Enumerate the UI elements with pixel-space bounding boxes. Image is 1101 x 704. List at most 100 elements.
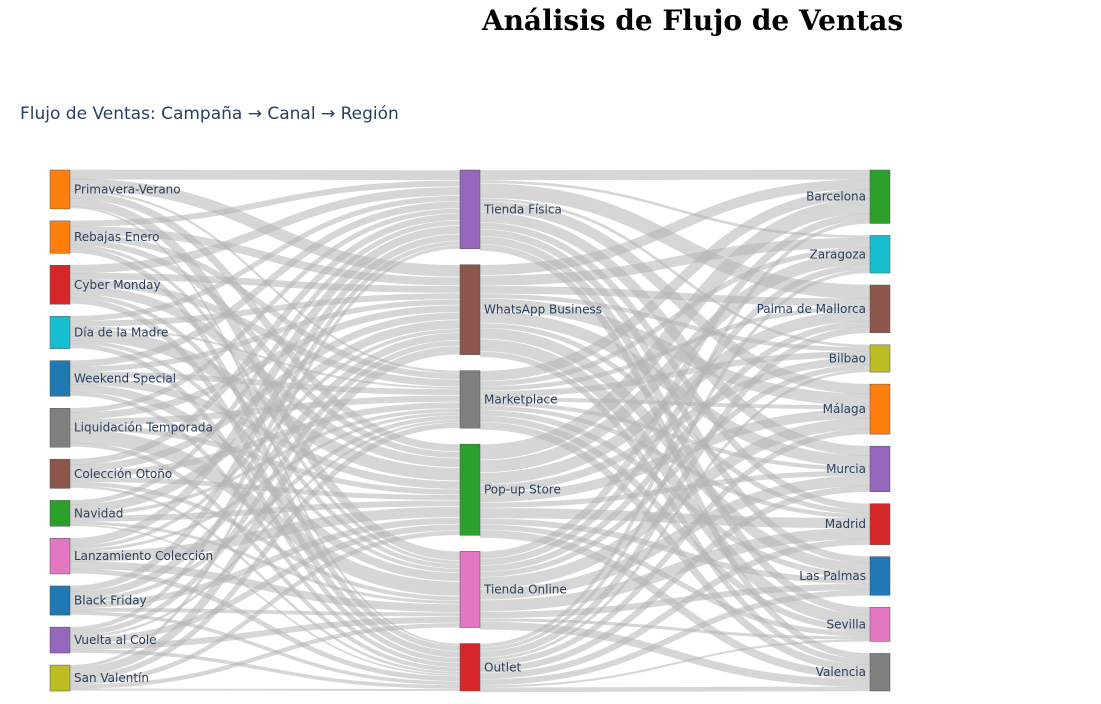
sankey-link bbox=[479, 364, 871, 577]
sankey-node[interactable] bbox=[869, 653, 891, 692]
sankey-node[interactable] bbox=[869, 235, 891, 274]
sankey-link bbox=[479, 357, 871, 493]
sankey-nodes bbox=[49, 169, 891, 692]
sankey-node-label: Tienda Online bbox=[483, 582, 567, 596]
sankey-link bbox=[69, 517, 461, 609]
sankey-node[interactable] bbox=[869, 556, 891, 596]
sankey-node[interactable] bbox=[49, 585, 71, 616]
sankey-link bbox=[69, 195, 461, 322]
sankey-link bbox=[479, 351, 871, 398]
sankey-node[interactable] bbox=[459, 643, 481, 692]
sankey-link bbox=[69, 201, 461, 368]
sankey-node[interactable] bbox=[869, 169, 891, 224]
sankey-link bbox=[69, 191, 461, 452]
sankey-node[interactable] bbox=[49, 538, 71, 575]
sankey-node[interactable] bbox=[49, 408, 71, 448]
sankey-link bbox=[479, 298, 871, 406]
sankey-link bbox=[69, 234, 461, 593]
sankey-node-label: Weekend Special bbox=[74, 371, 176, 385]
sankey-link bbox=[479, 286, 871, 307]
sankey-node-label: San Valentín bbox=[74, 671, 149, 685]
sankey-node[interactable] bbox=[49, 664, 71, 692]
sankey-node-label: Málaga bbox=[823, 402, 866, 416]
sankey-link bbox=[479, 320, 871, 572]
sankey-link bbox=[479, 213, 871, 559]
sankey-node-label: WhatsApp Business bbox=[484, 303, 602, 317]
sankey-node[interactable] bbox=[459, 443, 481, 536]
sankey-node[interactable] bbox=[869, 445, 891, 492]
sankey-link bbox=[479, 369, 871, 661]
sankey-node-label: Black Friday bbox=[74, 594, 147, 608]
sankey-link bbox=[479, 415, 871, 632]
sankey-node-label: Marketplace bbox=[484, 392, 558, 406]
sankey-link bbox=[479, 219, 871, 648]
sankey-node-label: Lanzamiento Colección bbox=[74, 549, 213, 563]
sankey-link bbox=[69, 419, 461, 639]
sankey-node[interactable] bbox=[49, 626, 71, 654]
sankey-node[interactable] bbox=[49, 169, 71, 210]
sankey-link bbox=[479, 339, 871, 627]
sankey-node-label: Pop-up Store bbox=[484, 483, 561, 497]
sankey-node-label: Barcelona bbox=[806, 190, 866, 204]
sankey-links bbox=[69, 169, 871, 693]
sankey-node[interactable] bbox=[459, 169, 481, 249]
sankey-node[interactable] bbox=[869, 344, 891, 373]
sankey-node-label: Tienda Física bbox=[483, 202, 562, 216]
sankey-node[interactable] bbox=[869, 607, 891, 642]
sankey-link bbox=[69, 187, 461, 274]
sankey-node[interactable] bbox=[49, 500, 71, 527]
sankey-node[interactable] bbox=[49, 360, 71, 397]
sankey-link bbox=[479, 639, 871, 688]
sankey-link bbox=[69, 346, 461, 676]
sankey-node-label: Madrid bbox=[825, 517, 866, 531]
sankey-link bbox=[479, 618, 871, 640]
sankey-link bbox=[479, 263, 871, 566]
sankey-node-label: Outlet bbox=[484, 660, 521, 674]
sankey-link bbox=[479, 428, 871, 667]
sankey-node[interactable] bbox=[869, 503, 891, 545]
sankey-node-label: Día de la Madre bbox=[74, 325, 168, 339]
sankey-node-label: Rebajas Enero bbox=[74, 230, 160, 244]
sankey-node[interactable] bbox=[49, 458, 71, 489]
sankey-link bbox=[69, 245, 461, 668]
sankey-node-label: Palma de Mallorca bbox=[757, 302, 866, 316]
sankey-link bbox=[479, 686, 871, 693]
page-title: Análisis de Flujo de Ventas bbox=[481, 4, 904, 37]
sankey-link bbox=[69, 530, 461, 685]
sankey-node[interactable] bbox=[459, 264, 481, 355]
sankey-link bbox=[479, 179, 871, 276]
sankey-link bbox=[69, 422, 461, 681]
sankey-node-label: Primavera-Verano bbox=[74, 182, 181, 196]
sankey-node[interactable] bbox=[869, 284, 891, 334]
sankey-link bbox=[69, 333, 461, 599]
sankey-link bbox=[69, 247, 461, 651]
sankey-link bbox=[69, 568, 461, 682]
sankey-link bbox=[479, 583, 871, 619]
sankey-link bbox=[69, 506, 461, 562]
sankey-link bbox=[69, 285, 461, 468]
sankey-link bbox=[479, 538, 871, 680]
sankey-link bbox=[69, 279, 461, 387]
sankey-link bbox=[479, 408, 871, 503]
sankey-link bbox=[69, 220, 461, 505]
sankey-node[interactable] bbox=[49, 265, 71, 305]
sankey-node[interactable] bbox=[459, 551, 481, 628]
sankey-link bbox=[479, 485, 871, 673]
sankey-link bbox=[69, 524, 461, 677]
sankey-node-label: Sevilla bbox=[827, 617, 866, 631]
sankey-link bbox=[479, 475, 871, 600]
sankey-node[interactable] bbox=[459, 370, 481, 429]
sankey-node[interactable] bbox=[869, 383, 891, 435]
sankey-link bbox=[69, 524, 461, 644]
sankey-node-label: Bilbao bbox=[829, 351, 866, 365]
sankey-link bbox=[479, 183, 871, 300]
sankey-link bbox=[479, 309, 871, 485]
sankey-node[interactable] bbox=[49, 220, 71, 254]
sankey-node[interactable] bbox=[49, 315, 71, 349]
sankey-link bbox=[479, 269, 871, 651]
sankey-link bbox=[69, 180, 461, 227]
sankey-link bbox=[69, 412, 461, 553]
sankey-link bbox=[479, 305, 871, 391]
sankey-link bbox=[479, 252, 871, 473]
